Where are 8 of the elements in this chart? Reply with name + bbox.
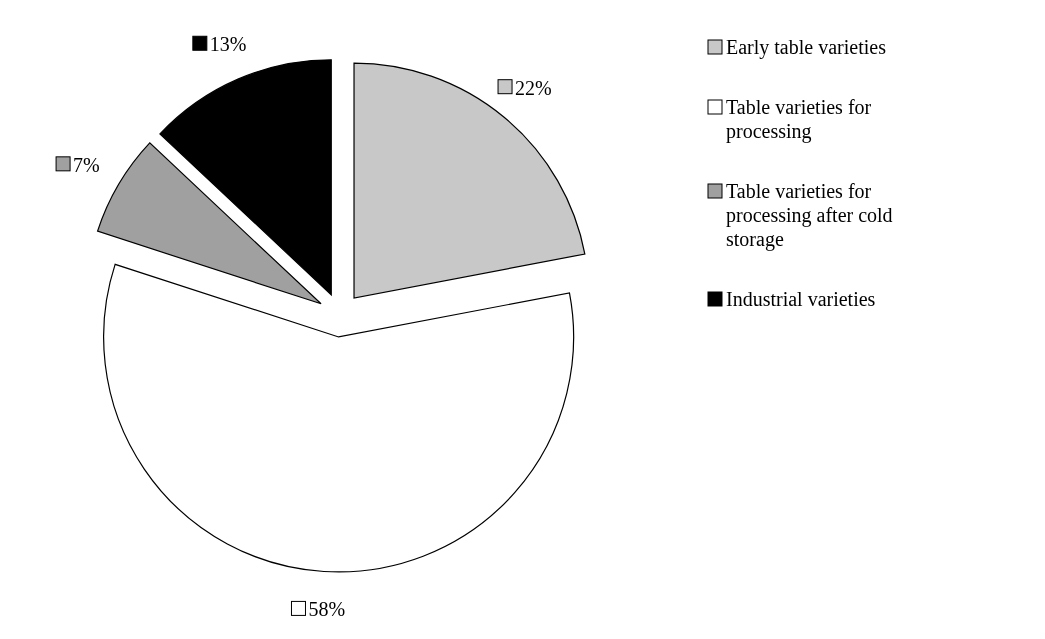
data-label: 22% [515,76,552,99]
data-label: 58% [308,598,346,621]
legend-label: Industrial varieties [726,288,876,310]
legend-label: Early table varieties [726,36,887,59]
legend-label: Table varieties for processing [726,96,872,143]
data-label: 7% [73,153,100,176]
legend-label: Table varieties for processing after cold storage [726,180,893,251]
data-label: 13% [209,33,247,56]
